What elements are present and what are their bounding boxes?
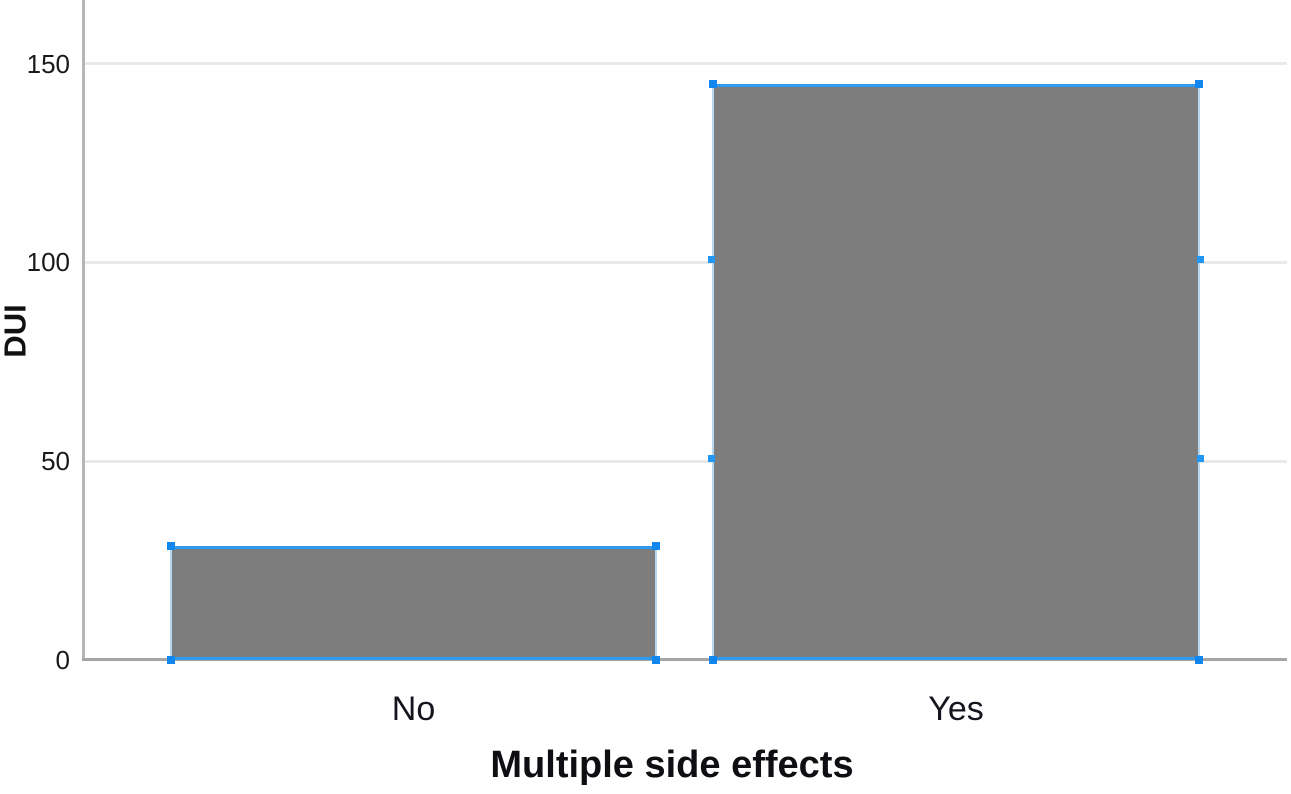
selection-handle[interactable] [709,80,717,88]
selection-handle[interactable] [167,542,175,550]
gridline [85,62,1287,66]
y-tick-label: 0 [55,645,70,675]
y-tick-label: 150 [26,48,70,79]
y-tick-label: 100 [26,247,70,278]
selection-edge-dot [1197,256,1204,264]
x-category-label: Yes [928,690,984,728]
y-axis-line [82,0,85,660]
selection-handle[interactable] [652,656,660,664]
x-category-label: No [391,690,436,728]
x-axis-line [82,658,1287,661]
gridline [85,459,1287,463]
selection-handle[interactable] [167,656,175,664]
selection-handle[interactable] [1195,80,1203,88]
bar-no[interactable] [167,542,660,664]
y-tick-label: 50 [41,446,70,477]
selection-handle[interactable] [709,656,717,664]
x-axis-title: Multiple side effects [490,744,854,786]
selection-handle[interactable] [1195,656,1203,664]
plot-area [82,0,1287,664]
selection-edge-dot [1197,455,1204,463]
bar-yes[interactable] [708,80,1204,664]
y-axis-tick-labels: 0 50 100 150 [0,0,76,673]
gridline [85,260,1287,264]
selection-edge-dot [708,256,715,264]
selection-edge-dot [708,455,715,463]
selection-handle[interactable] [652,542,660,550]
